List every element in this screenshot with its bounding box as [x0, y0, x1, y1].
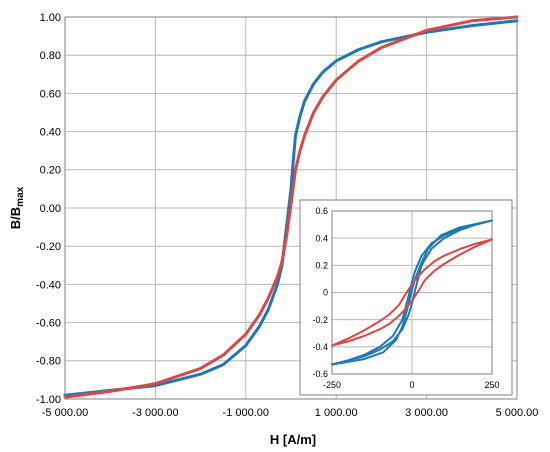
- inset-y-tick-label: -0.6: [312, 369, 328, 379]
- inset-y-tick-label: 0.6: [315, 206, 328, 216]
- inset-y-tick-label: 0.2: [315, 260, 328, 270]
- main-y-tick-label: 0.00: [40, 203, 61, 215]
- inset-x-tick-label: -250: [323, 380, 341, 390]
- main-x-ticks: -5 000.00 -3 000.00 -1 000.00 1 000.00 3 000…: [42, 407, 539, 419]
- y-axis-title: B/Bmax: [8, 186, 26, 229]
- main-x-tick-label: -3 000.00: [132, 407, 178, 419]
- x-axis-title: H [A/m]: [270, 432, 316, 447]
- inset-y-tick-label: 0.4: [315, 233, 328, 243]
- inset-x-tick-label: 250: [484, 380, 499, 390]
- inset-background: [299, 199, 513, 396]
- main-x-tick-label: 1 000.00: [315, 407, 358, 419]
- main-y-tick-label: -0.60: [36, 317, 61, 329]
- main-y-tick-label: -0.40: [36, 279, 61, 291]
- main-y-tick-label: 0.40: [40, 126, 61, 138]
- main-y-tick-label: 1.00: [40, 12, 61, 24]
- inset-y-tick-label: -0.2: [312, 315, 328, 325]
- main-x-tick-label: 3 000.00: [405, 407, 448, 419]
- inset-y-ticks: 0.6 0.4 0.2 0 -0.2 -0.4 -0.6: [312, 206, 328, 379]
- inset-y-tick-label: -0.4: [312, 342, 328, 352]
- inset-x-ticks: -250 0 250: [323, 380, 500, 390]
- main-x-tick-label: -5 000.00: [42, 407, 88, 419]
- main-y-tick-label: 0.80: [40, 50, 61, 62]
- main-y-ticks: 1.00 0.80 0.60 0.40 0.20 0.00 -0.20 -0.40 -0.60 -…: [36, 12, 61, 406]
- main-y-tick-label: -0.80: [36, 356, 61, 368]
- main-y-tick-label: -0.20: [36, 241, 61, 253]
- inset-y-tick-label: 0: [323, 288, 328, 298]
- inset-series-line: [331, 219, 493, 366]
- main-series-line: [63, 15, 519, 399]
- main-y-tick-label: -1.00: [36, 394, 61, 406]
- main-x-tick-label: -1 000.00: [223, 407, 269, 419]
- inset-x-tick-label: 0: [409, 380, 414, 390]
- y-axis-title-main: B/B: [8, 207, 23, 229]
- main-series: [63, 15, 519, 399]
- main-y-tick-label: 0.60: [40, 88, 61, 100]
- y-axis-title-subscript: max: [15, 186, 26, 206]
- main-series-line: [63, 19, 519, 397]
- main-x-tick-label: 5 000.00: [496, 407, 539, 419]
- main-y-tick-label: 0.20: [40, 165, 61, 177]
- main-plot-frame: [64, 16, 518, 400]
- inset-plot-frame: [331, 210, 493, 375]
